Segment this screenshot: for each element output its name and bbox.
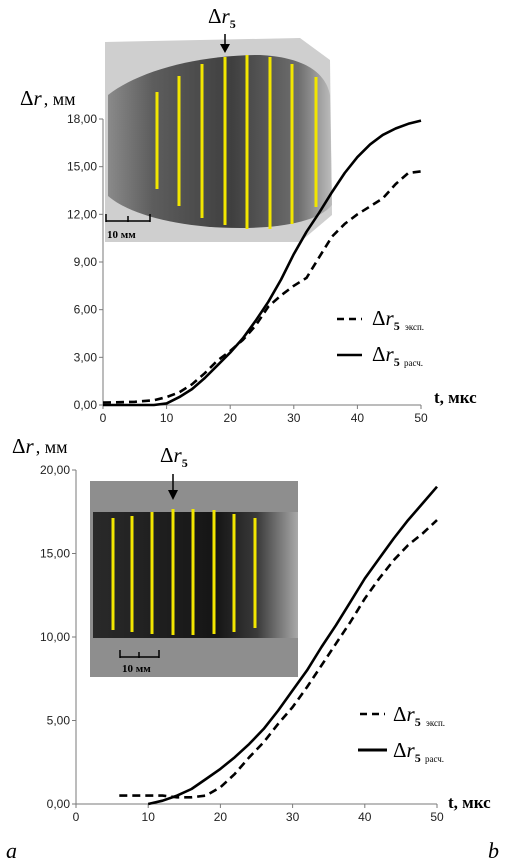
chart-a-inset-specimen bbox=[108, 55, 332, 228]
chart-b-arrow-label: Δr5 bbox=[160, 443, 188, 470]
chart-a-series-calculated bbox=[103, 119, 422, 407]
chart-a-series bbox=[102, 119, 422, 407]
chart-a-x-tick-label: 40 bbox=[351, 411, 365, 425]
chart-b-scale-bar bbox=[119, 650, 160, 658]
chart-b-x-tick-label: 20 bbox=[214, 810, 228, 824]
chart-a-series-experimental bbox=[102, 170, 422, 404]
chart-b-legend-exp: Δr5 эксп. bbox=[393, 702, 445, 729]
chart-a: 0,00 3,00 6,00 9,00 12,00 15,00 18,00 0 10 20 30 40… bbox=[20, 4, 477, 425]
chart-b-x-axis-title: t, мкс bbox=[448, 793, 491, 812]
chart-b-inset-specimen bbox=[93, 512, 298, 638]
chart-a-inset-markers bbox=[155, 55, 318, 229]
chart-b-legend: Δr5 эксп. Δr5 расч. bbox=[358, 702, 445, 765]
chart-a-y-tick-label: 18,00 bbox=[67, 112, 97, 126]
chart-a-scale-bar bbox=[105, 214, 151, 222]
chart-a-x-tick-label: 50 bbox=[414, 411, 428, 425]
chart-b-y-tick-label: 15,00 bbox=[40, 547, 70, 561]
chart-a-arrow-label: Δr5 bbox=[208, 4, 236, 31]
chart-a-y-axis-title: Δr, мм bbox=[20, 86, 75, 110]
chart-a-legend-exp: Δr5 эксп. bbox=[372, 306, 424, 333]
chart-b-y-axis-title: Δr, мм bbox=[12, 434, 67, 458]
chart-a-y-tick-label: 6,00 bbox=[74, 303, 98, 317]
chart-a-legend: Δr5 эксп. Δr5 расч. bbox=[337, 306, 424, 369]
chart-b-x-tick-label: 30 bbox=[286, 810, 300, 824]
chart-a-y-tick-label: 9,00 bbox=[74, 255, 98, 269]
chart-b-inset-markers bbox=[111, 509, 257, 635]
chart-a-y-tick-label: 15,00 bbox=[67, 160, 97, 174]
chart-b-y-tick-label: 20,00 bbox=[40, 463, 70, 477]
chart-b-series-calculated bbox=[147, 485, 438, 806]
chart-a-x-tick-label: 0 bbox=[100, 411, 107, 425]
chart-b-x-tick-label: 50 bbox=[430, 810, 444, 824]
chart-b-x-tick-label: 0 bbox=[73, 810, 80, 824]
chart-b-scale-label: 10 мм bbox=[122, 663, 151, 675]
chart-a-x-tick-label: 20 bbox=[224, 411, 238, 425]
chart-b-y-tick-label: 10,00 bbox=[40, 630, 70, 644]
chart-b-y-tick-label: 5,00 bbox=[47, 714, 71, 728]
chart-b-y-tick-label: 0,00 bbox=[47, 797, 71, 811]
chart-a-arrow bbox=[220, 34, 230, 53]
panel-label-b: b bbox=[488, 838, 499, 863]
chart-b-legend-calc: Δr5 расч. bbox=[393, 738, 444, 765]
chart-b-x-tick-label: 10 bbox=[142, 810, 156, 824]
panel-label-a: a bbox=[6, 838, 17, 863]
chart-a-x-tick-label: 10 bbox=[160, 411, 174, 425]
chart-b: 0,00 5,00 10,00 15,00 20,00 0 10 20 30 40 50 10 bbox=[12, 434, 491, 824]
chart-b-series bbox=[119, 485, 438, 806]
chart-b-arrow bbox=[168, 474, 178, 500]
chart-a-y-tick-label: 12,00 bbox=[67, 207, 97, 221]
chart-a-inset-photo: 10 мм Δr5 bbox=[105, 4, 332, 242]
chart-a-legend-calc: Δr5 расч. bbox=[372, 342, 423, 369]
chart-a-x-tick-label: 30 bbox=[287, 411, 301, 425]
chart-a-y-tick-label: 3,00 bbox=[74, 350, 98, 364]
chart-a-scale-label: 10 мм bbox=[107, 229, 136, 241]
chart-b-x-tick-label: 40 bbox=[358, 810, 372, 824]
chart-a-axes: 0,00 3,00 6,00 9,00 12,00 15,00 18,00 0 10 20 30 40… bbox=[67, 112, 428, 425]
chart-a-x-axis-title: t, мкс bbox=[434, 388, 477, 407]
chart-b-inset-photo: 10 мм Δr5 bbox=[90, 443, 298, 677]
chart-b-axes: 0,00 5,00 10,00 15,00 20,00 0 10 20 30 40 50 bbox=[40, 463, 444, 824]
chart-a-y-tick-label: 0,00 bbox=[74, 398, 98, 412]
